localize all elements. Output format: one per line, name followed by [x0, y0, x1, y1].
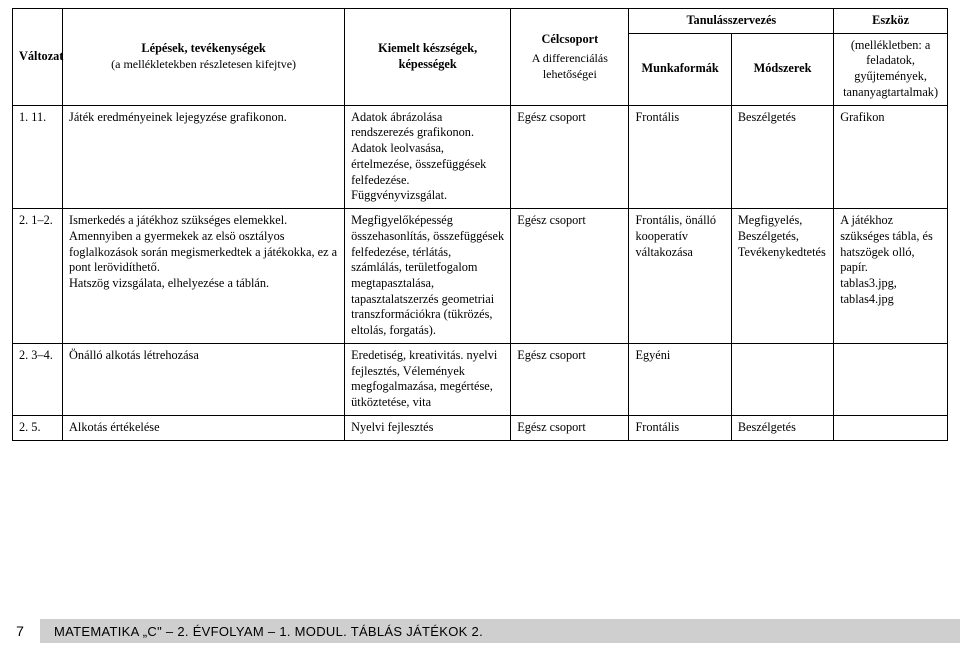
cell-modszer	[731, 343, 833, 415]
table-row: 2. 5. Alkotás értékelése Nyelvi fejleszt…	[13, 415, 948, 440]
cell-eszkoz	[834, 415, 948, 440]
header-lepesek-line1: Lépések, tevékenységek	[69, 41, 338, 57]
footer-title: MATEMATIKA „C" – 2. ÉVFOLYAM – 1. MODUL.…	[40, 619, 960, 643]
page-number: 7	[0, 623, 40, 639]
cell-munka: Frontális	[629, 415, 731, 440]
cell-valtozat: 1. 11.	[13, 105, 63, 208]
cell-kiemelt: Nyelvi fejlesztés	[345, 415, 511, 440]
cell-modszer: Megfigyelés, Beszélgetés, Tevékenykedtet…	[731, 209, 833, 344]
header-valtozat: Változat	[13, 9, 63, 106]
cell-eszkoz: A játékhoz szükséges tábla, és hatszögek…	[834, 209, 948, 344]
table-body: 1. 11. Játék eredményeinek lejegyzése gr…	[13, 105, 948, 440]
table-row: 2. 3–4. Önálló alkotás létrehozása Erede…	[13, 343, 948, 415]
cell-munka: Frontális, önálló kooperatív váltakozása	[629, 209, 731, 344]
cell-lepesek: Ismerkedés a játékhoz szükséges elemekke…	[63, 209, 345, 344]
header-munkaformak: Munkaformák	[629, 33, 731, 105]
header-lepesek-line2: (a mellékletekben részletesen kifejtve)	[69, 57, 338, 72]
cell-lepesek: Önálló alkotás létrehozása	[63, 343, 345, 415]
cell-valtozat: 2. 3–4.	[13, 343, 63, 415]
page-content: Változat Lépések, tevékenységek (a mellé…	[0, 0, 960, 441]
header-modszerek: Módszerek	[731, 33, 833, 105]
cell-celcsoport: Egész csoport	[511, 209, 629, 344]
cell-kiemelt: Adatok ábrázolása rendszerezés grafikono…	[345, 105, 511, 208]
cell-valtozat: 2. 5.	[13, 415, 63, 440]
header-lepesek: Lépések, tevékenységek (a mellékletekben…	[63, 9, 345, 106]
cell-lepesek: Játék eredményeinek lejegyzése grafikono…	[63, 105, 345, 208]
cell-munka: Frontális	[629, 105, 731, 208]
header-tanulasszervezes: Tanulásszervezés	[629, 9, 834, 34]
cell-celcsoport: Egész csoport	[511, 415, 629, 440]
header-eszkoz-sub: (mellékletben: a feladatok, gyűjtemények…	[834, 33, 948, 105]
cell-celcsoport: Egész csoport	[511, 343, 629, 415]
lesson-plan-table: Változat Lépések, tevékenységek (a mellé…	[12, 8, 948, 441]
cell-modszer: Beszélgetés	[731, 105, 833, 208]
cell-eszkoz: Grafikon	[834, 105, 948, 208]
table-row: 2. 1–2. Ismerkedés a játékhoz szükséges …	[13, 209, 948, 344]
cell-kiemelt: Megfigyelőképesség összehasonlítás, össz…	[345, 209, 511, 344]
cell-valtozat: 2. 1–2.	[13, 209, 63, 344]
cell-modszer: Beszélgetés	[731, 415, 833, 440]
table-row: 1. 11. Játék eredményeinek lejegyzése gr…	[13, 105, 948, 208]
header-eszkoz: Eszköz	[834, 9, 948, 34]
cell-munka: Egyéni	[629, 343, 731, 415]
cell-kiemelt: Eredetiség, kreativitás. nyelvi fejleszt…	[345, 343, 511, 415]
page-footer: 7 MATEMATIKA „C" – 2. ÉVFOLYAM – 1. MODU…	[0, 619, 960, 643]
header-kiemelt: Kiemelt készségek, képességek	[345, 9, 511, 106]
cell-lepesek: Alkotás értékelése	[63, 415, 345, 440]
header-celcsoport-line1: Célcsoport	[517, 32, 622, 48]
cell-eszkoz	[834, 343, 948, 415]
header-celcsoport: Célcsoport A differenciálás lehetőségei	[511, 9, 629, 106]
cell-celcsoport: Egész csoport	[511, 105, 629, 208]
header-celcsoport-line2: A differenciálás lehetőségei	[517, 51, 622, 82]
